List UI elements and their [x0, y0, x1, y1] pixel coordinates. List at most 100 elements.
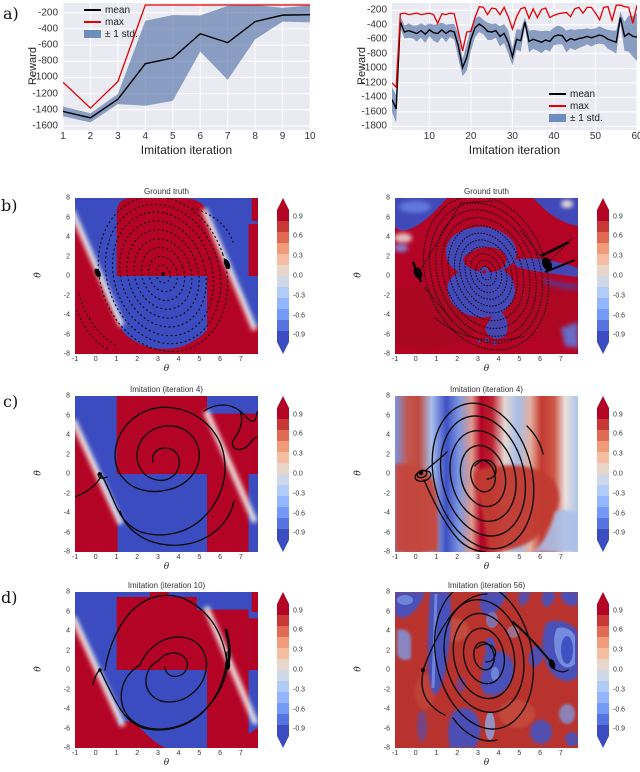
heatmap-title: Imitation (iteration 4)	[450, 385, 523, 394]
heatmap-image	[395, 198, 578, 354]
mean-line-swatch	[549, 93, 566, 95]
colorbar	[597, 396, 609, 552]
heatmap-yticks: 8 6 4 2 0 -2 -4 -6 -8	[383, 194, 390, 358]
max-line-swatch	[84, 21, 101, 23]
colorbar-max-arrow	[597, 592, 609, 604]
heatmap-yticks: 8 6 4 2 0 -2 -4 -6 -8	[63, 194, 70, 358]
heatmap-xticks: -1 0 1 2 3 4 5 6 7	[391, 750, 563, 757]
reward-chart-left-xlabel: Imitation iteration	[140, 143, 233, 157]
heatmap-ylabel: θ̇	[353, 470, 364, 476]
colorbar-min-arrow	[597, 540, 609, 552]
heatmap-xticks: -1 0 1 2 3 4 5 6 7	[391, 356, 563, 363]
colorbar	[277, 198, 289, 354]
colorbar-gradient	[597, 210, 609, 342]
colorbar-ticks: 0.9 0.6 0.3 0.0 -0.3 -0.6 -0.9	[293, 213, 306, 339]
reward-chart-left-yticks: -200 -400 -600 -800 -1000 -1200 -1400 -1600	[32, 7, 58, 132]
heatmap-ylabel: θ̇	[353, 272, 364, 278]
reward-chart-right-ylabel: Reward	[355, 47, 368, 85]
max-line-swatch	[549, 105, 566, 107]
reward-chart-right	[392, 3, 637, 130]
legend-label-max: max	[105, 16, 124, 28]
panel-label-b: b)	[1, 196, 18, 215]
trajectory-dots	[76, 198, 234, 353]
heatmap-imitation4-right	[395, 396, 578, 552]
heatmap-ylabel: θ̇	[33, 470, 44, 476]
colorbar-gradient	[277, 408, 289, 540]
heatmap-yticks: 8 6 4 2 0 -2 -4 -6 -8	[383, 392, 390, 556]
heatmap-title: Imitation (iteration 4)	[130, 385, 203, 394]
reward-chart-right-yticks: -200 -400 -600 -800 -1000 -1200 -1400 -1600 -180…	[361, 4, 387, 132]
heatmap-xlabel: θ	[483, 562, 490, 572]
colorbar	[277, 396, 289, 552]
heatmap-ylabel: θ̇	[33, 272, 44, 278]
legend-left-chart: mean max ± 1 std.	[84, 4, 138, 40]
heatmap-title: Ground truth	[144, 187, 189, 196]
colorbar-ticks: 0.9 0.6 0.3 0.0 -0.3 -0.6 -0.9	[613, 607, 626, 733]
legend-label-mean: mean	[570, 88, 596, 100]
colorbar-gradient	[597, 604, 609, 736]
colorbar-max-arrow	[597, 198, 609, 210]
legend-label-std: ± 1 std.	[105, 28, 138, 40]
panel-label-d: d)	[1, 588, 18, 607]
colorbar-max-arrow	[277, 396, 289, 408]
heatmap-image	[75, 396, 258, 552]
colorbar-min-arrow	[277, 342, 289, 354]
switching-bands	[75, 207, 258, 332]
heatmap-xticks: -1 0 1 2 3 4 5 6 7	[71, 554, 243, 561]
std-band-swatch	[549, 114, 566, 122]
mean-line-swatch	[84, 9, 101, 11]
heatmap-ground-truth-right	[395, 198, 578, 354]
heatmap-ylabel: θ̇	[33, 666, 44, 672]
colorbar-gradient	[597, 408, 609, 540]
heatmap-title: Imitation (iteration 56)	[447, 581, 526, 590]
heatmap-yticks: 8 6 4 2 0 -2 -4 -6 -8	[63, 588, 70, 752]
trajectory-dots	[417, 198, 573, 351]
heatmap-imitation10-left	[75, 592, 258, 748]
legend-label-std: ± 1 std.	[570, 112, 603, 124]
colorbar-max-arrow	[277, 592, 289, 604]
std-band-swatch	[84, 30, 101, 38]
legend-label-mean: mean	[105, 4, 131, 16]
heatmap-title: Imitation (iteration 10)	[127, 581, 206, 590]
heatmap-xticks: -1 0 1 2 3 4 5 6 7	[391, 554, 563, 561]
reward-chart-left	[63, 3, 310, 130]
legend-right-chart: mean max ± 1 std.	[549, 88, 603, 124]
heatmap-image	[75, 592, 258, 748]
colorbar-gradient	[277, 210, 289, 342]
reward-chart-right-xticks: 10 20 30 40 50 60	[423, 131, 640, 142]
heatmap-image	[395, 396, 578, 552]
colorbar-min-arrow	[597, 736, 609, 748]
heatmap-title: Ground truth	[464, 187, 509, 196]
heatmap-image	[395, 592, 578, 748]
switching-bands	[75, 409, 258, 526]
colorbar-max-arrow	[597, 396, 609, 408]
panel-label-a: a)	[3, 4, 19, 23]
reward-chart-left-xticks: 1 2 3 4 5 6 7 8 9 10	[60, 131, 316, 142]
trajectory-lines	[414, 402, 544, 552]
heatmap-image	[75, 198, 258, 354]
colorbar	[597, 198, 609, 354]
panel-label-c: c)	[3, 392, 19, 411]
colorbar-min-arrow	[277, 736, 289, 748]
trajectory-lines	[421, 592, 569, 742]
colorbar-min-arrow	[277, 540, 289, 552]
colorbar-gradient	[277, 604, 289, 736]
heatmap-yticks: 8 6 4 2 0 -2 -4 -6 -8	[383, 588, 390, 752]
reward-chart-left-ylabel: Reward	[26, 47, 39, 85]
reward-chart-right-xlabel: Imitation iteration	[468, 143, 561, 157]
heatmap-yticks: 8 6 4 2 0 -2 -4 -6 -8	[63, 392, 70, 556]
heatmap-xticks: -1 0 1 2 3 4 5 6 7	[71, 356, 243, 363]
heatmap-imitation4-left	[75, 396, 258, 552]
colorbar-ticks: 0.9 0.6 0.3 0.0 -0.3 -0.6 -0.9	[293, 607, 306, 733]
colorbar-ticks: 0.9 0.6 0.3 0.0 -0.3 -0.6 -0.9	[613, 411, 626, 537]
colorbar-min-arrow	[597, 342, 609, 354]
colorbar-ticks: 0.9 0.6 0.3 0.0 -0.3 -0.6 -0.9	[293, 411, 306, 537]
heatmap-ground-truth-left	[75, 198, 258, 354]
heatmap-imitation56-right	[395, 592, 578, 748]
colorbar-ticks: 0.9 0.6 0.3 0.0 -0.3 -0.6 -0.9	[613, 213, 626, 339]
heatmap-xlabel: θ	[163, 364, 170, 374]
colorbar	[277, 592, 289, 748]
heatmap-xlabel: θ	[163, 562, 170, 572]
heatmap-xlabel: θ	[483, 758, 490, 768]
